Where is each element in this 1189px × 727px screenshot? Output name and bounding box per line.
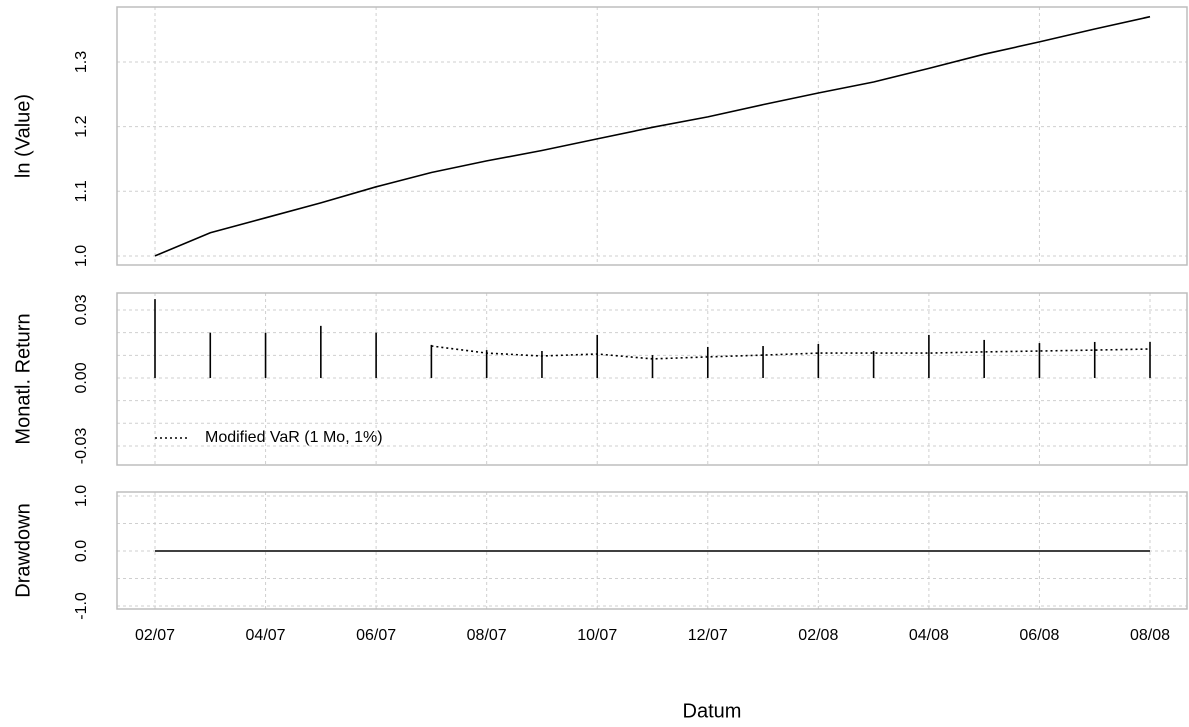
x-tick-label: 04/08	[909, 627, 949, 644]
panel-frame	[116, 292, 1188, 466]
y-tick-label: 1.1	[73, 180, 90, 202]
y-tick-label: 0.0	[73, 540, 90, 562]
y-axis-label: ln (Value)	[12, 94, 34, 178]
y-tick-label: 1.0	[73, 245, 90, 267]
y-axis-label: Drawdown	[12, 503, 34, 597]
x-tick-label: 02/08	[798, 627, 838, 644]
x-tick-label: 12/07	[688, 627, 728, 644]
y-tick-label: 1.2	[73, 115, 90, 137]
y-tick-label: 1.3	[73, 51, 90, 73]
x-tick-label: 08/07	[467, 627, 507, 644]
x-tick-label: 08/08	[1130, 627, 1170, 644]
y-tick-label: 0.00	[73, 362, 90, 393]
x-tick-label: 04/07	[246, 627, 286, 644]
panel-frame	[116, 6, 1188, 266]
x-tick-label: 06/08	[1019, 627, 1059, 644]
line	[154, 15, 1151, 257]
panel-frame	[116, 491, 1188, 610]
x-axis-label: Datum	[683, 700, 742, 722]
legend-label: Modified VaR (1 Mo, 1%)	[205, 429, 383, 446]
y-tick-label: -1.0	[73, 592, 90, 620]
var-line	[431, 345, 1151, 360]
y-tick-label: 1.0	[73, 485, 90, 507]
x-tick-label: 06/07	[356, 627, 396, 644]
y-tick-label: 0.03	[73, 294, 90, 325]
y-tick-label: -0.03	[73, 428, 90, 465]
x-tick-label: 10/07	[577, 627, 617, 644]
y-axis-label: Monatl. Return	[12, 313, 34, 444]
x-tick-label: 02/07	[135, 627, 175, 644]
